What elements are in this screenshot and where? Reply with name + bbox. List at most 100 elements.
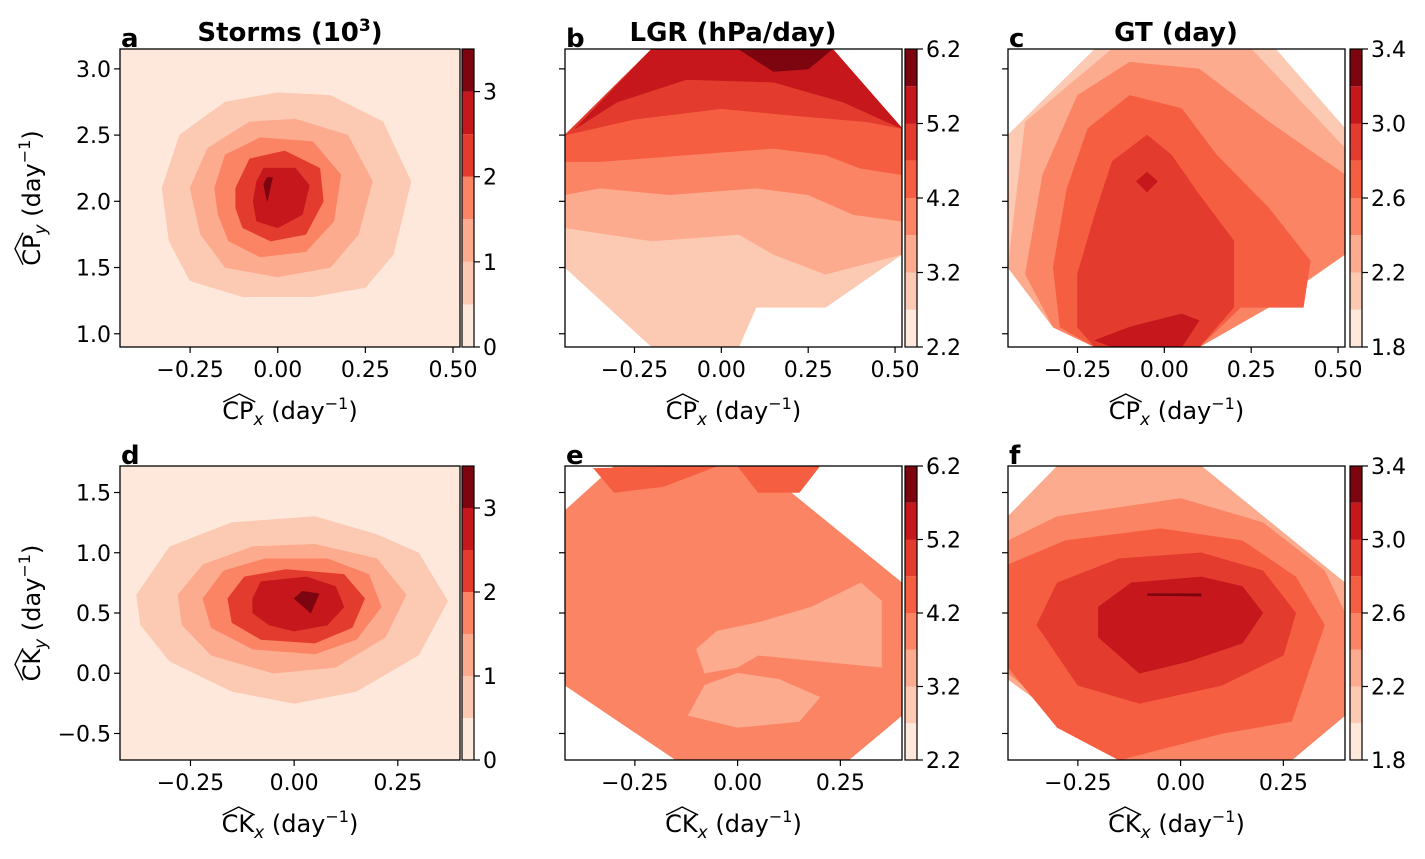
x-tick-label: 0.50: [428, 358, 477, 383]
colorbar-tick-label: 2.2: [1371, 676, 1406, 701]
colorbar-swatch: [1350, 466, 1362, 503]
colorbar-swatch: [462, 219, 474, 262]
contour-level-6: [575, 49, 902, 129]
colorbar-tick-label: 3.0: [1371, 113, 1406, 138]
colorbar-tick-label: 5.2: [926, 529, 961, 554]
colorbar-frame: [461, 48, 475, 348]
colorbar-tick-label: 6.2: [926, 455, 961, 480]
colorbar-tick-label: 3: [483, 497, 497, 522]
colorbar-swatch: [1350, 160, 1362, 198]
colorbar-swatch: [462, 718, 474, 760]
y-tick-label: 1.5: [76, 257, 111, 282]
y-tick-label: 2.0: [76, 190, 111, 215]
colorbar-tick-label: 1: [483, 665, 497, 690]
x-tick-label: 0.50: [871, 358, 920, 383]
colorbar-swatch: [1350, 49, 1362, 87]
contour-level-4: [593, 466, 718, 493]
colorbar-swatch: [462, 466, 474, 508]
x-tick-label: −0.25: [601, 771, 668, 796]
colorbar-swatch: [905, 123, 917, 161]
colorbar-swatch: [462, 550, 474, 592]
contour-level-2: [696, 582, 882, 674]
x-tick-label: 0.00: [270, 771, 319, 796]
hat-accent: [14, 648, 24, 681]
colorbar-swatch: [905, 235, 917, 273]
contour-level-7: [738, 49, 833, 72]
contour-level-6: [293, 590, 320, 614]
colorbar-swatch: [905, 723, 917, 760]
contour-level-6: [263, 177, 273, 202]
colorbar-swatch: [905, 160, 917, 198]
panel-title: Storms (103): [197, 16, 382, 48]
colorbar-tick-label: 1.8: [1371, 749, 1406, 774]
hat-accent: [666, 393, 700, 403]
panel-d: −0.25 0.00 0.25 −0.5 0.0 0.5 1.0 1.5 CKx (day−1)…: [14, 441, 497, 843]
colorbar-swatch: [462, 49, 474, 92]
colorbar-tick-label: 2: [483, 581, 497, 606]
colorbar-swatch: [462, 508, 474, 550]
colorbar: 2.2 3.2 4.2 5.2 6.2: [904, 38, 961, 361]
x-tick-label: 0.25: [373, 771, 422, 796]
colorbar-tick-label: 1: [483, 251, 497, 276]
colorbar-swatch: [462, 176, 474, 220]
colorbar-swatch: [1350, 723, 1362, 760]
panel-e: −0.25 0.00 0.25 CKx (day−1) e 2.2 3.2 4.2 5.2 6.2: [559, 441, 961, 843]
x-axis-label: CKx (day−1): [1108, 807, 1245, 843]
contour-level-4: [737, 466, 821, 493]
x-axis-label: CKx (day−1): [665, 807, 802, 843]
panel-letter: d: [121, 441, 140, 471]
y-tick-label: 1.0: [76, 323, 111, 348]
panel-c: −0.25 0.00 0.25 0.50 CPx (day−1) c GT (day) 1.8…: [1002, 18, 1406, 430]
x-axis-label: CPx (day−1): [222, 394, 357, 430]
colorbar-swatch: [1350, 539, 1362, 577]
colorbar-tick-label: 3.0: [1371, 529, 1406, 554]
hat-accent: [1109, 393, 1143, 403]
colorbar-tick-label: 2.6: [1371, 187, 1406, 212]
hat-accent: [222, 393, 256, 403]
colorbar: 0 1 2 3: [461, 48, 497, 361]
panel-letter: c: [1009, 24, 1024, 54]
contour-level-7: [1147, 593, 1202, 597]
colorbar-tick-label: 0: [483, 749, 497, 774]
hat-accent: [1108, 806, 1142, 816]
contour-area: [1008, 466, 1345, 760]
contour-area: [120, 466, 460, 760]
colorbar-swatch: [905, 309, 917, 347]
colorbar-tick-label: 3.4: [1371, 455, 1406, 480]
contour-level-6: [1094, 313, 1200, 347]
y-tick-label: 2.5: [76, 124, 111, 149]
colorbar-tick-label: 2.6: [1371, 602, 1406, 627]
contour-area: [120, 49, 460, 347]
contour-area: [1008, 49, 1345, 347]
x-tick-label: 0.25: [816, 771, 865, 796]
panel-b: −0.25 0.00 0.25 0.50 CPx (day−1) b LGR (hPa/da…: [559, 18, 961, 430]
colorbar-swatch: [462, 634, 474, 676]
contour-area: [565, 49, 902, 347]
colorbar-tick-label: 4.2: [926, 602, 961, 627]
x-axis-label: CKx (day−1): [222, 807, 359, 843]
colorbar-swatch: [905, 502, 917, 540]
colorbar-tick-label: 2: [483, 166, 497, 191]
x-tick-label: 0.00: [1156, 771, 1205, 796]
y-tick-label: 1.5: [76, 482, 111, 507]
hat-accent: [14, 232, 24, 266]
colorbar-swatch: [905, 686, 917, 724]
hat-accent: [222, 806, 255, 816]
colorbar-tick-label: 3.2: [926, 262, 961, 287]
colorbar-swatch: [1350, 613, 1362, 650]
x-tick-label: −0.25: [1044, 358, 1111, 383]
panel-letter: b: [566, 24, 585, 54]
colorbar-tick-label: 5.2: [926, 113, 961, 138]
colorbar-tick-label: 2.2: [1371, 262, 1406, 287]
y-axis-label: CPy (day−1): [15, 130, 51, 265]
colorbar-swatch: [905, 539, 917, 577]
colorbar-swatch: [905, 49, 917, 87]
x-tick-label: 0.25: [1259, 771, 1308, 796]
colorbar-swatch: [905, 86, 917, 124]
colorbar: 0 1 2 3: [461, 465, 497, 774]
colorbar-tick-label: 2.2: [926, 749, 961, 774]
panel-title: LGR (hPa/day): [630, 18, 837, 48]
panel-f: −0.25 0.00 0.25 CKx (day−1) f 1.8 2.2 2.6 3.0 3.4: [1002, 441, 1406, 843]
x-tick-label: 0.00: [1140, 358, 1189, 383]
colorbar-swatch: [1350, 576, 1362, 613]
